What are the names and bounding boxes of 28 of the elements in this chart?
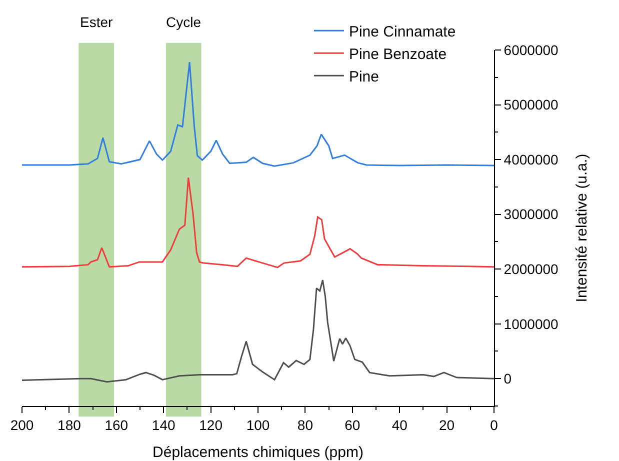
line-series	[22, 279, 494, 383]
x-tick-label: 0	[490, 416, 498, 433]
band-label: Cycle	[166, 14, 202, 30]
x-tick-label: 80	[297, 416, 314, 433]
legend-label: Pine	[348, 68, 379, 86]
legend-label: Pine Cinnamate	[348, 24, 456, 40]
x-tick-label: 180	[58, 416, 82, 433]
y-axis-title: Intensité relative (u.a.)	[574, 154, 591, 302]
line-series	[22, 61, 494, 167]
x-tick-label: 120	[199, 416, 223, 433]
y-tick-label: 4000000	[504, 151, 559, 168]
legend-label: Pine Benzoate	[348, 46, 447, 63]
line-series	[22, 176, 494, 268]
y-tick-label: 3000000	[504, 206, 559, 222]
x-tick-label: 140	[152, 416, 176, 433]
x-axis-title: Déplacements chimiques (ppm)	[152, 444, 364, 461]
x-tick-label: 100	[246, 416, 270, 433]
y-tick-label: 2000000	[504, 260, 559, 277]
x-tick-label: 40	[392, 416, 408, 433]
y-tick-label: 5000000	[504, 96, 559, 113]
x-tick-label: 60	[344, 416, 360, 433]
y-tick-label: 6000000	[504, 42, 559, 58]
x-tick-label: 20	[439, 416, 455, 433]
x-tick-label: 160	[104, 416, 128, 433]
y-tick-label: 0	[504, 370, 512, 387]
band-label: Ester	[80, 14, 114, 30]
y-tick-label: 1000000	[504, 316, 559, 332]
x-tick-label: 200	[10, 416, 34, 433]
